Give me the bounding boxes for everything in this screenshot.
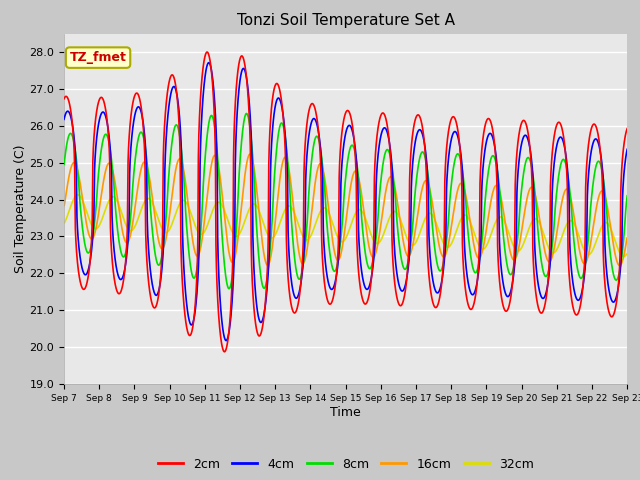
- Text: TZ_fmet: TZ_fmet: [70, 51, 127, 64]
- Title: Tonzi Soil Temperature Set A: Tonzi Soil Temperature Set A: [237, 13, 454, 28]
- X-axis label: Time: Time: [330, 406, 361, 419]
- Legend: 2cm, 4cm, 8cm, 16cm, 32cm: 2cm, 4cm, 8cm, 16cm, 32cm: [153, 453, 538, 476]
- Y-axis label: Soil Temperature (C): Soil Temperature (C): [13, 144, 27, 273]
